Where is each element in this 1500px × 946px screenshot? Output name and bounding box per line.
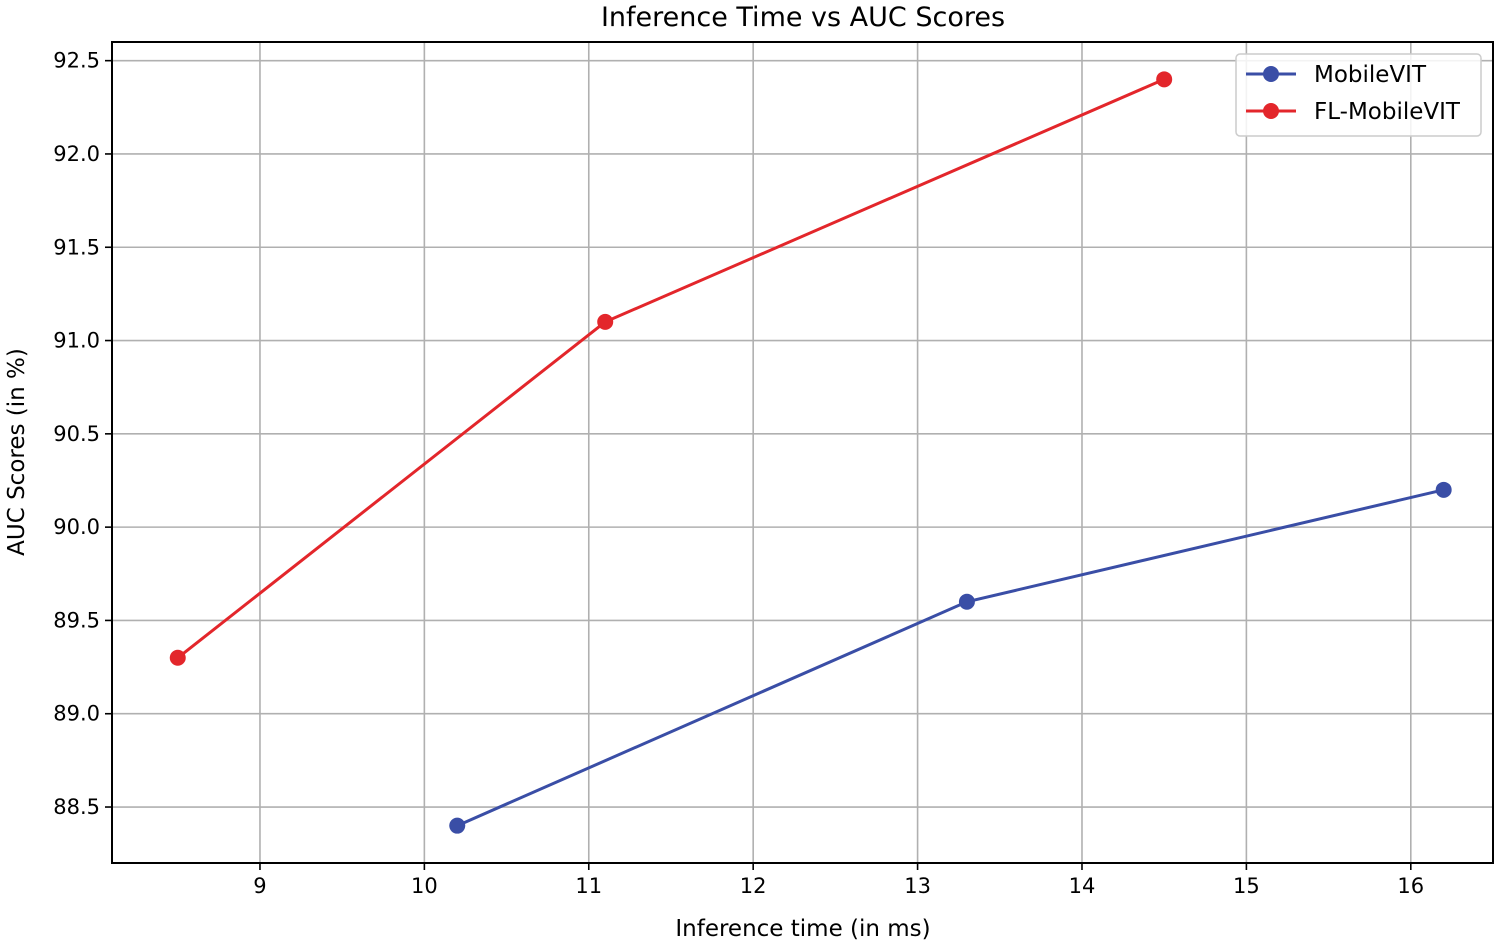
data-point <box>1435 481 1452 498</box>
y-tick-label: 89.0 <box>53 702 100 726</box>
x-tick-label: 9 <box>253 874 266 898</box>
y-tick-label: 90.5 <box>53 422 100 446</box>
y-tick-label: 90.0 <box>53 515 100 539</box>
series-layer <box>169 71 1452 834</box>
data-point <box>449 817 466 834</box>
axis-ticks: 9 10 11 12 13 14 15 16 88.5 89.0 89.5 90.0 90.5 91.0 9… <box>53 49 1424 898</box>
legend-label: FL-MobileVIT <box>1314 99 1461 125</box>
legend-label: MobileVIT <box>1314 62 1427 88</box>
x-tick-label: 13 <box>904 874 931 898</box>
y-tick-label: 91.0 <box>53 329 100 353</box>
x-tick-label: 14 <box>1069 874 1096 898</box>
legend-marker <box>1263 66 1279 82</box>
x-tick-label: 11 <box>575 874 602 898</box>
y-tick-label: 89.5 <box>53 608 100 632</box>
y-axis-label: AUC Scores (in %) <box>4 348 30 556</box>
data-point <box>597 313 614 330</box>
series-line-mobilevit <box>456 488 1445 828</box>
x-tick-label: 12 <box>740 874 767 898</box>
y-tick-label: 91.5 <box>53 235 100 259</box>
data-point <box>958 593 975 610</box>
data-point <box>169 649 186 666</box>
y-tick-label: 92.0 <box>53 142 100 166</box>
legend-box <box>1235 53 1482 137</box>
x-tick-label: 16 <box>1397 874 1424 898</box>
x-tick-label: 15 <box>1233 874 1260 898</box>
y-tick-label: 92.5 <box>53 49 100 73</box>
x-axis-label: Inference time (in ms) <box>675 916 930 942</box>
grid-lines <box>112 42 1493 863</box>
y-tick-label: 88.5 <box>53 795 100 819</box>
x-tick-label: 10 <box>411 874 438 898</box>
chart-title: Inference Time vs AUC Scores <box>601 2 1005 33</box>
legend: MobileVIT FL-MobileVIT <box>1235 53 1482 137</box>
legend-marker <box>1263 103 1279 119</box>
plot-frame <box>111 41 1494 864</box>
series-line-fl-mobilevit <box>176 77 1165 659</box>
data-point <box>1156 71 1173 88</box>
